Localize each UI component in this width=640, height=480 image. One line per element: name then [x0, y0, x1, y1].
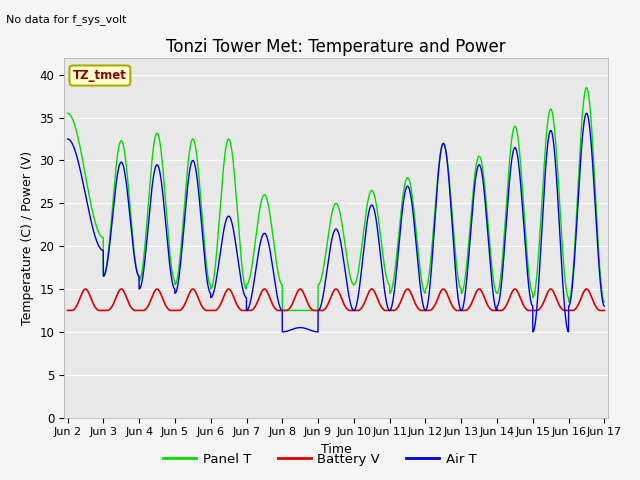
- Air T: [600, 303, 607, 309]
- Air T: [487, 265, 495, 271]
- Panel T: [278, 308, 286, 313]
- Line: Air T: Air T: [68, 113, 604, 332]
- Panel T: [600, 299, 608, 305]
- Battery V: [316, 308, 324, 313]
- Panel T: [487, 251, 495, 257]
- Title: Tonzi Tower Met: Temperature and Power: Tonzi Tower Met: Temperature and Power: [166, 38, 506, 56]
- Text: TZ_tmet: TZ_tmet: [73, 69, 127, 82]
- Y-axis label: Temperature (C) / Power (V): Temperature (C) / Power (V): [21, 151, 34, 324]
- Panel T: [582, 85, 590, 91]
- Panel T: [316, 280, 324, 286]
- Air T: [582, 110, 590, 116]
- Battery V: [456, 308, 464, 313]
- Legend: Panel T, Battery V, Air T: Panel T, Battery V, Air T: [158, 447, 482, 471]
- Line: Battery V: Battery V: [68, 289, 604, 311]
- Battery V: [82, 286, 90, 292]
- Air T: [160, 203, 168, 208]
- Air T: [600, 303, 608, 309]
- Air T: [456, 306, 464, 312]
- Panel T: [600, 299, 607, 304]
- Air T: [278, 329, 286, 335]
- Air T: [64, 136, 72, 142]
- Battery V: [427, 308, 435, 313]
- Panel T: [160, 179, 168, 184]
- Battery V: [160, 299, 168, 305]
- Line: Panel T: Panel T: [68, 88, 604, 311]
- Text: No data for f_sys_volt: No data for f_sys_volt: [6, 14, 127, 25]
- X-axis label: Time: Time: [321, 443, 351, 456]
- Panel T: [64, 110, 72, 116]
- Battery V: [64, 308, 72, 313]
- Air T: [316, 306, 324, 312]
- Panel T: [427, 260, 435, 266]
- Battery V: [487, 306, 495, 312]
- Air T: [427, 278, 435, 284]
- Battery V: [600, 308, 608, 313]
- Panel T: [456, 285, 464, 290]
- Battery V: [600, 308, 607, 313]
